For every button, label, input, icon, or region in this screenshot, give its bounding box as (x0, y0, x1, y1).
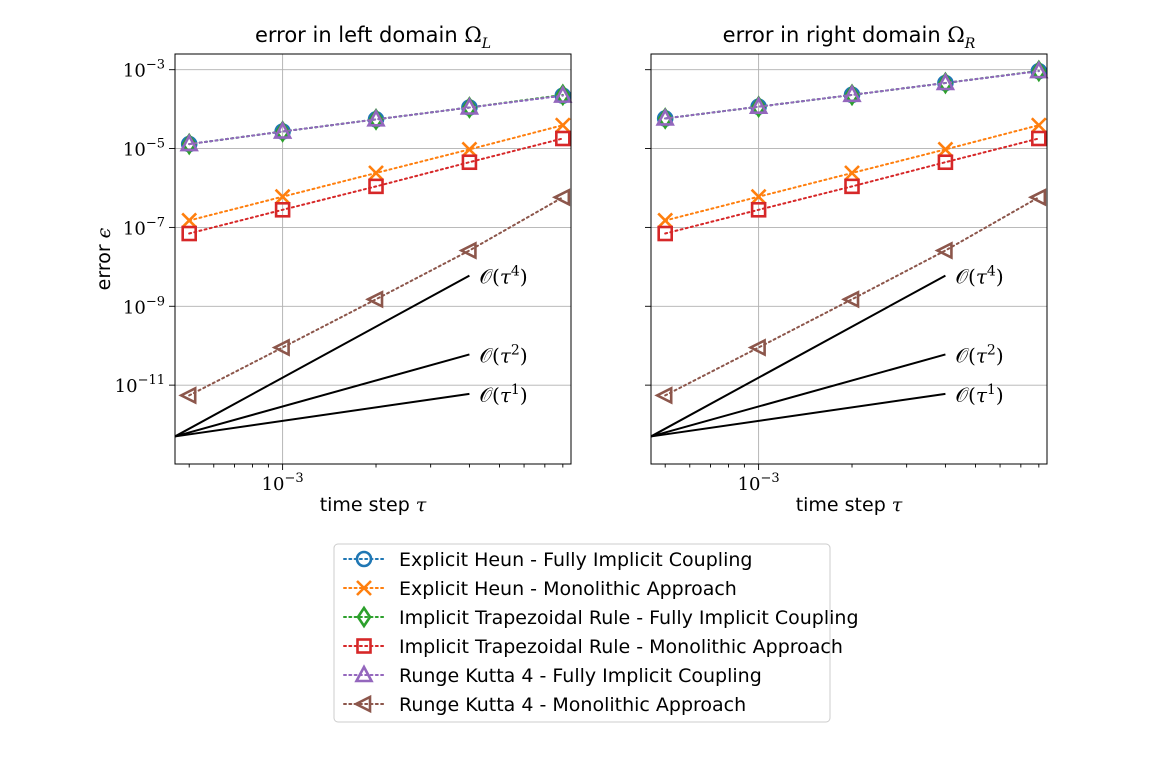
reference-line-order-1 (174, 392, 470, 438)
reference-line-order-4 (174, 274, 470, 438)
legend-marker (355, 550, 373, 568)
series-4-point (657, 225, 673, 242)
series-4-point (368, 178, 384, 195)
legend-entry: Runge Kutta 4 - Fully Implicit Coupling (343, 664, 762, 687)
legend-entry: Explicit Heun - Fully Implicit Coupling (343, 549, 752, 571)
y-tick-label: 10−7 (123, 215, 165, 239)
series-2-point (844, 165, 860, 181)
series-5-point (842, 84, 862, 103)
series-2-point (937, 141, 954, 158)
y-tick-label: 10−9 (123, 294, 165, 318)
series-2-point (750, 188, 767, 205)
series-6-point (747, 338, 766, 357)
series-6-point (365, 290, 384, 309)
series-5-point (179, 133, 199, 152)
reference-line-order-4 (650, 274, 946, 438)
x-tick-label: 10−3 (738, 471, 780, 495)
series-5-point (655, 107, 675, 126)
legend-marker (356, 580, 372, 596)
series-2-point (1030, 117, 1047, 134)
series-6-point (551, 188, 571, 207)
series-2-point (274, 188, 291, 205)
legend-entry: Implicit Trapezoidal Rule - Fully Implic… (343, 605, 859, 629)
series-4-point (555, 130, 571, 147)
series-2-point (368, 165, 384, 181)
legend-marker (353, 694, 372, 714)
series-5-point (459, 96, 480, 115)
legend-entry-label: Runge Kutta 4 - Fully Implicit Coupling (399, 665, 762, 687)
series-line-5 (664, 70, 1040, 120)
series-5-point (935, 72, 956, 91)
reference-label-order-1: 𝒪(τ1) (955, 382, 1003, 407)
series-4-point (750, 201, 767, 218)
axes-panel-2: 𝒪(τ4) 𝒪(τ2) 𝒪(τ1) error in right domain ΩR 1… (645, 23, 1049, 516)
chart-title: error in left domain ΩL (255, 23, 491, 52)
series-4-point (1031, 130, 1047, 147)
series-6-point (178, 386, 197, 405)
legend-entry-label: Explicit Heun - Monolithic Approach (399, 578, 737, 600)
series-6-point (654, 386, 673, 405)
reference-label-order-2: 𝒪(τ2) (955, 342, 1003, 367)
series-line-6 (188, 196, 564, 397)
series-6-point (271, 338, 290, 357)
axes-frame (174, 53, 572, 465)
y-axis-label: error ϵ (93, 227, 115, 290)
legend-entry: Runge Kutta 4 - Monolithic Approach (343, 694, 746, 716)
axes-layer: 𝒪(τ4) 𝒪(τ2) 𝒪(τ1) error in left domain ΩL 10… (93, 23, 1049, 516)
reference-line-order-2 (174, 353, 470, 438)
legend-marker (354, 664, 374, 683)
reference-label-order-4: 𝒪(τ4) (955, 264, 1003, 289)
reference-line-order-1 (650, 392, 946, 438)
series-line-4 (188, 137, 564, 235)
reference-label-order-4: 𝒪(τ4) (479, 264, 527, 289)
series-4-point (461, 154, 478, 171)
legend: Explicit Heun - Fully Implicit Coupling E… (333, 543, 859, 723)
series-4-point (937, 154, 954, 171)
x-axis-label: time step τ (320, 494, 427, 516)
series-6-point (458, 241, 477, 260)
legend-entry-label: Implicit Trapezoidal Rule - Monolithic A… (399, 636, 843, 658)
series-2-point (461, 141, 478, 158)
series-3-point (555, 83, 571, 107)
reference-label-order-2: 𝒪(τ2) (479, 342, 527, 367)
legend-marker (356, 605, 372, 629)
series-line-6 (664, 196, 1040, 397)
legend-entry: Implicit Trapezoidal Rule - Monolithic A… (343, 636, 843, 658)
series-4-point (844, 178, 860, 195)
series-4-point (181, 225, 197, 242)
x-axis-label: time step τ (796, 494, 903, 516)
series-6-point (841, 290, 860, 309)
series-6-point (1027, 188, 1047, 207)
series-4-point (274, 201, 291, 218)
series-5-point (748, 95, 769, 115)
chart-title: error in right domain ΩR (723, 23, 976, 52)
series-line-5 (188, 94, 564, 146)
y-tick-label: 10−5 (123, 137, 165, 161)
series-5-point (1029, 60, 1049, 79)
series-5-point (553, 84, 573, 103)
series-5-point (366, 108, 386, 127)
reference-label-order-1: 𝒪(τ1) (479, 382, 527, 407)
series-5-point (272, 120, 293, 139)
axes-frame (650, 53, 1048, 465)
reference-line-order-2 (650, 353, 946, 438)
x-tick-label: 10−3 (262, 471, 304, 495)
legend-marker (356, 638, 372, 654)
y-tick-label: 10−11 (115, 373, 165, 397)
axes-panel-1: 𝒪(τ4) 𝒪(τ2) 𝒪(τ1) error in left domain ΩL 10… (93, 23, 573, 516)
legend-entry-label: Runge Kutta 4 - Monolithic Approach (399, 694, 746, 716)
series-line-4 (664, 137, 1040, 235)
y-tick-label: 10−3 (123, 58, 165, 82)
legend-entry-label: Implicit Trapezoidal Rule - Fully Implic… (399, 607, 859, 629)
legend-entry-label: Explicit Heun - Fully Implicit Coupling (399, 549, 752, 571)
legend-entry: Explicit Heun - Monolithic Approach (343, 578, 737, 600)
series-2-point (554, 117, 571, 134)
series-6-point (934, 241, 953, 260)
series-2-point (657, 212, 674, 229)
series-2-point (181, 212, 198, 229)
legend-frame (333, 543, 831, 723)
